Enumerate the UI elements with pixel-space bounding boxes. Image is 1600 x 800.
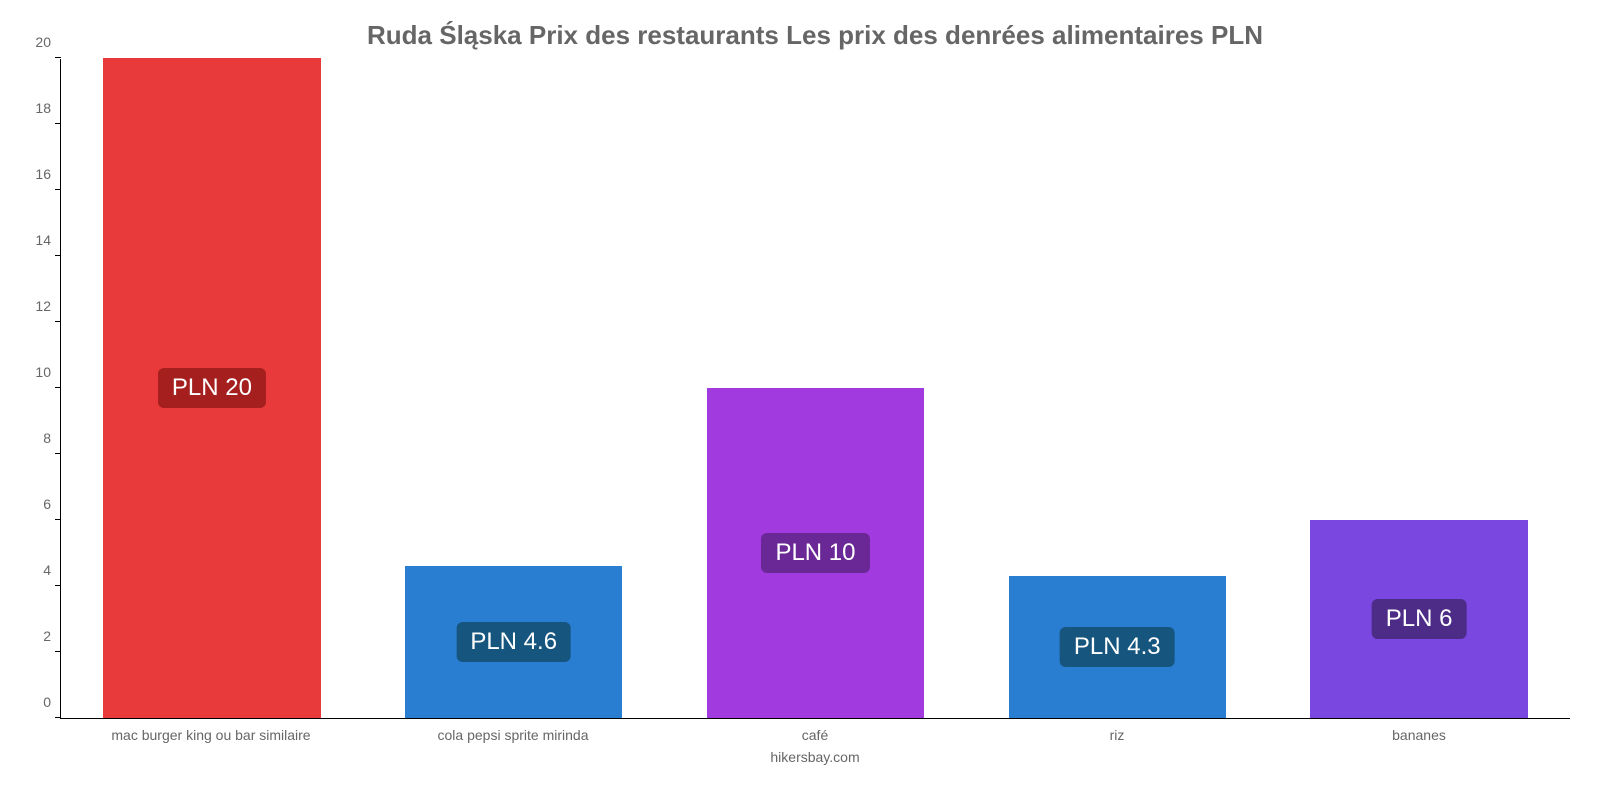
y-tick-label: 0 [21,694,51,710]
y-tick [55,123,61,124]
bar: PLN 10 [707,388,924,718]
y-tick [55,57,61,58]
plot-area: PLN 20PLN 4.6PLN 10PLN 4.3PLN 6 02468101… [60,59,1570,719]
x-axis-label: café [664,727,966,743]
y-tick [55,717,61,718]
y-tick-label: 20 [21,34,51,50]
y-tick [55,387,61,388]
bar: PLN 20 [103,58,320,718]
bar-slot: PLN 4.6 [363,59,665,718]
y-tick [55,189,61,190]
bar-slot: PLN 6 [1268,59,1570,718]
y-tick [55,453,61,454]
y-tick [55,651,61,652]
bar: PLN 4.3 [1009,576,1226,718]
value-badge: PLN 6 [1372,599,1467,639]
value-badge: PLN 20 [158,368,266,408]
y-tick [55,585,61,586]
value-badge: PLN 4.3 [1060,627,1175,667]
x-axis-labels: mac burger king ou bar similairecola pep… [60,727,1570,743]
x-axis-label: bananes [1268,727,1570,743]
bar: PLN 4.6 [405,566,622,718]
chart-title: Ruda Śląska Prix des restaurants Les pri… [60,20,1570,51]
bars-container: PLN 20 PLN 4.6 PLN 10 PLN 4.3 PLN 6 [61,59,1570,718]
chart-footer: hikersbay.com [60,749,1570,765]
x-axis-label: riz [966,727,1268,743]
x-axis-label: mac burger king ou bar similaire [60,727,362,743]
bar-slot: PLN 20 [61,59,363,718]
y-tick [55,321,61,322]
y-tick-label: 16 [21,166,51,182]
y-tick [55,519,61,520]
x-axis-label: cola pepsi sprite mirinda [362,727,664,743]
y-tick-label: 6 [21,496,51,512]
y-tick-label: 18 [21,100,51,116]
y-tick-label: 14 [21,232,51,248]
y-tick-label: 8 [21,430,51,446]
y-tick-label: 10 [21,364,51,380]
y-tick [55,255,61,256]
bar: PLN 6 [1310,520,1527,718]
value-badge: PLN 4.6 [456,622,571,662]
y-tick-label: 4 [21,562,51,578]
value-badge: PLN 10 [761,533,869,573]
y-tick-label: 12 [21,298,51,314]
bar-slot: PLN 4.3 [966,59,1268,718]
bar-slot: PLN 10 [665,59,967,718]
y-tick-label: 2 [21,628,51,644]
price-bar-chart: Ruda Śląska Prix des restaurants Les pri… [0,0,1600,800]
